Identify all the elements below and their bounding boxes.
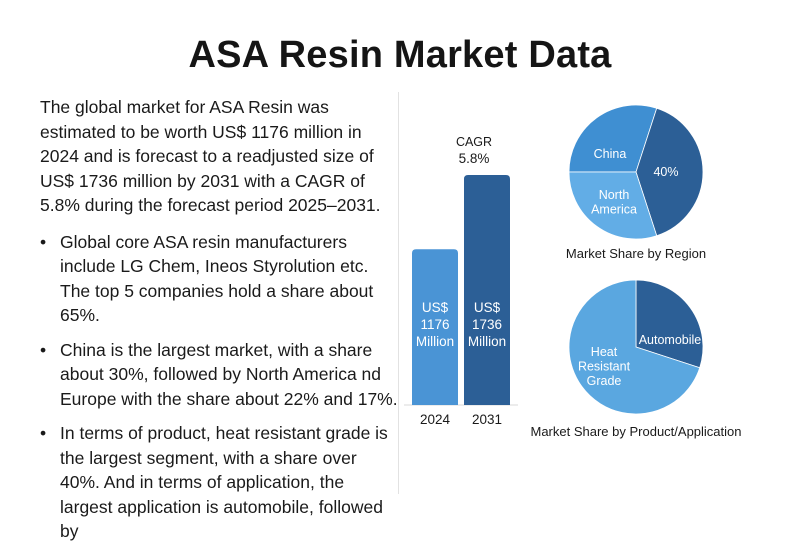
pie-slice xyxy=(635,279,704,369)
pie-title: Market Share by Product/Application xyxy=(531,424,742,439)
bar-category-label: 2024 xyxy=(420,412,451,427)
cagr-value: 5.8% xyxy=(459,151,490,166)
pie-slice xyxy=(568,171,658,240)
pie-slice-label: Heat xyxy=(591,345,618,359)
pie-title: Market Share by Region xyxy=(566,246,706,261)
pie-slice-label: Grade xyxy=(587,374,622,388)
bar-value-label: Million xyxy=(468,334,506,349)
bar-2024 xyxy=(412,249,458,405)
bar-value-label: 1176 xyxy=(420,317,449,332)
bullet-item-3: • In terms of product, heat resistant gra… xyxy=(40,421,400,544)
bullet-item-2: • China is the largest market, with a sha… xyxy=(40,338,400,412)
bar-category-label: 2031 xyxy=(472,412,502,427)
bar-value-label: Million xyxy=(416,334,454,349)
cagr-label: CAGR xyxy=(456,135,492,149)
pie-slice-label: China xyxy=(594,147,627,161)
bullet-text-1: Global core ASA resin manufacturers incl… xyxy=(60,231,374,326)
page-title: ASA Resin Market Data xyxy=(188,34,612,76)
bullet-text-2: China is the largest market, with a shar… xyxy=(60,339,398,409)
bullet-icon: • xyxy=(40,423,47,443)
intro-paragraph: The global market for ASA Resin was esti… xyxy=(40,97,381,215)
bullet-icon: • xyxy=(40,339,47,360)
bar-value-label: 1736 xyxy=(472,317,502,332)
bar-2031 xyxy=(464,175,510,405)
bullet-item-1: • Global core ASA resin manufacturers inc… xyxy=(40,230,400,328)
column-divider xyxy=(398,92,399,494)
description-column: The global market for ASA Resin was esti… xyxy=(40,95,400,554)
pie-slice xyxy=(568,104,658,173)
pie-slice-label: America xyxy=(591,203,637,217)
pie-slice xyxy=(568,279,701,415)
charts-canvas: US$ 1176 Million 2024 US$ 1736 Million 2031 CAGR… xyxy=(404,104,742,439)
bar-value-label: US$ xyxy=(422,300,449,315)
pie-slice-label: Automobile xyxy=(639,333,702,347)
pie-slice-label: Resistant xyxy=(578,360,631,374)
bullet-icon: • xyxy=(40,231,47,252)
pie-slice-label: North xyxy=(599,188,630,202)
bullet-text-3: In terms of product, heat resistant grad… xyxy=(60,423,388,541)
pie-slice xyxy=(635,107,704,237)
bullet-list: • Global core ASA resin manufacturers inc… xyxy=(40,230,400,544)
pie-slice-label: 40% xyxy=(653,165,678,179)
growth-bar-chart: US$ 1176 Million 2024 US$ 1736 Million 2031 CAGR… xyxy=(404,135,518,427)
bar-value-label: US$ xyxy=(474,300,501,315)
